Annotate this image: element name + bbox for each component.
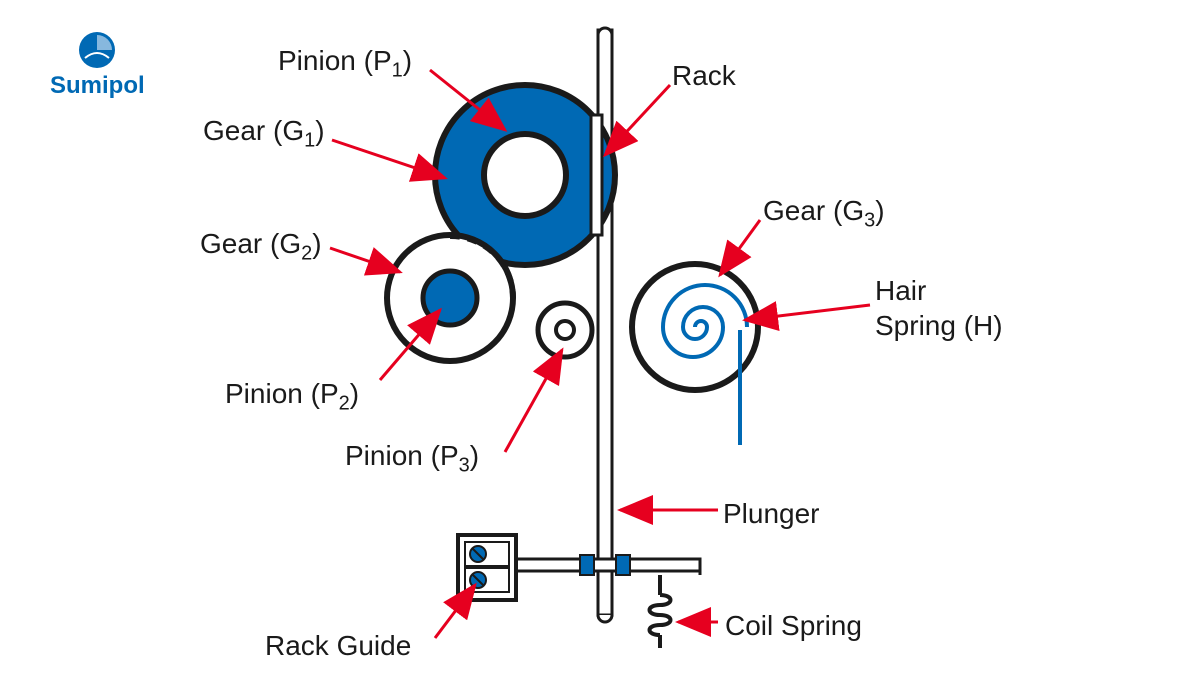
a-rack-guide <box>435 585 475 638</box>
a-gear-g3 <box>720 220 760 275</box>
guide-bar <box>515 555 700 575</box>
mechanism-diagram <box>0 0 1200 690</box>
label-plunger: Plunger <box>723 498 820 530</box>
pinion-p3 <box>538 303 592 357</box>
label-rack: Rack <box>672 60 736 92</box>
label-gear-g3: Gear (G3) <box>763 195 885 233</box>
a-hair-spring <box>745 305 870 320</box>
coil-spring <box>650 575 671 648</box>
gear-g2 <box>387 235 513 361</box>
label-hair-spring-2: Spring (H) <box>875 310 1003 342</box>
a-rack <box>605 85 670 155</box>
rack-segment <box>591 115 602 235</box>
label-pinion-p1: Pinion (P1) <box>278 45 412 83</box>
label-gear-g2: Gear (G2) <box>200 228 322 266</box>
rack-guide-box <box>458 535 516 600</box>
gear-g3 <box>632 264 758 445</box>
label-gear-g1: Gear (G1) <box>203 115 325 153</box>
label-pinion-p2: Pinion (P2) <box>225 378 359 416</box>
label-hair-spring-1: Hair <box>875 275 926 307</box>
label-rack-guide: Rack Guide <box>265 630 411 662</box>
a-gear-g1 <box>332 140 445 178</box>
label-coil-spring: Coil Spring <box>725 610 862 642</box>
a-pinion-p3 <box>505 350 562 452</box>
a-gear-g2 <box>330 248 400 272</box>
label-pinion-p3: Pinion (P3) <box>345 440 479 478</box>
